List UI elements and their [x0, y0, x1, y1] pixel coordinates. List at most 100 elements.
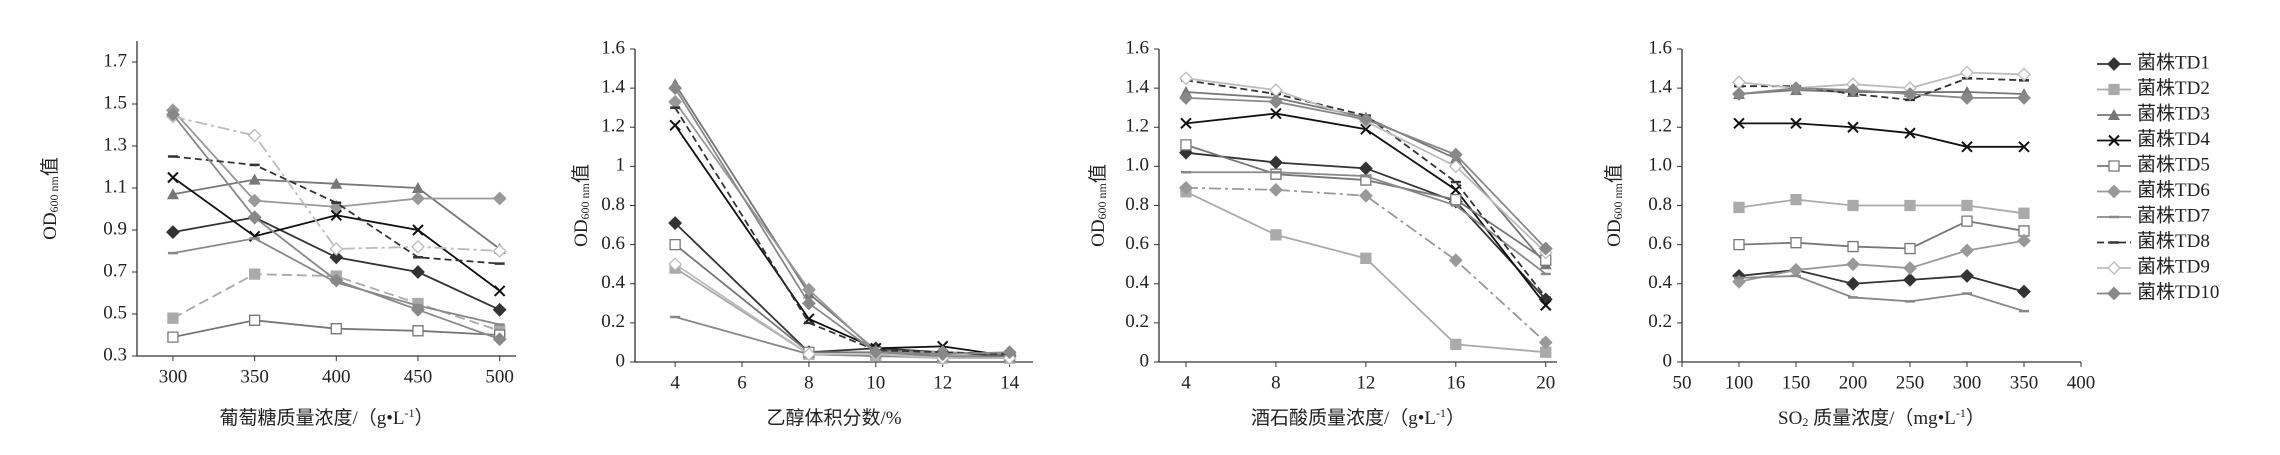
y-tick-label: 1.6	[1125, 37, 1149, 58]
legend-marker	[2107, 286, 2121, 301]
point	[493, 285, 506, 297]
point	[248, 268, 261, 280]
point	[2017, 90, 2031, 105]
label-part: 600 nm	[1095, 182, 1109, 219]
point	[1269, 182, 1283, 197]
y-tick-label: 1	[616, 155, 626, 176]
y-axis-label: OD600 nm值	[1603, 164, 1625, 247]
y-tick-label: 0.6	[601, 233, 625, 254]
series-line	[674, 83, 1010, 356]
point	[2018, 207, 2030, 219]
point	[1733, 201, 1745, 214]
y-tick-label: 0.6	[1125, 233, 1149, 254]
x-tick-label: 300	[159, 366, 188, 387]
x-tick-label: 4	[670, 372, 680, 393]
point	[1732, 87, 1746, 101]
series-line	[1738, 87, 2024, 99]
point	[669, 119, 681, 132]
series-line	[674, 101, 1010, 356]
point	[668, 94, 683, 109]
point	[1733, 117, 1745, 130]
point	[411, 191, 425, 206]
series-line	[172, 109, 500, 208]
point	[330, 209, 343, 222]
label-part: ）	[415, 407, 434, 429]
point	[935, 347, 950, 362]
y-tick-label: 0.2	[1125, 311, 1149, 332]
point	[1448, 253, 1463, 268]
point	[411, 182, 424, 193]
point	[166, 188, 179, 200]
point	[2017, 233, 2031, 248]
point	[1904, 199, 1916, 212]
x-tick-label: 20	[1536, 372, 1555, 393]
label-part: -1	[1956, 406, 1966, 420]
x-tick-label: 200	[1839, 372, 1868, 393]
y-tick-label: 1.2	[601, 116, 625, 137]
series-line	[1738, 239, 2025, 283]
series-line	[674, 267, 1010, 359]
legend-label: 菌株TD5	[2137, 153, 2210, 175]
y-tick-label: 0.8	[601, 194, 625, 215]
legend-marker	[2107, 184, 2121, 199]
series-line	[1739, 122, 2024, 148]
y-tick-label: 1.1	[103, 176, 127, 197]
point	[1360, 252, 1372, 264]
point	[1179, 71, 1193, 86]
point	[1002, 345, 1017, 360]
point	[411, 302, 425, 317]
legend-label: 菌株TD7	[2137, 204, 2210, 226]
point	[1847, 199, 1859, 212]
label-part: 值	[39, 157, 61, 176]
y-tick-label: 0.4	[601, 272, 625, 293]
label-part: 600 nm	[1611, 182, 1625, 219]
point	[669, 238, 681, 251]
x-tick-label: 450	[404, 366, 433, 387]
point	[2018, 225, 2030, 237]
x-axis-label: 乙醇体积分数/%	[766, 407, 901, 429]
legend-label: 菌株TD9	[2137, 255, 2210, 277]
x-tick-label: 14	[1000, 372, 1020, 393]
series-line	[1738, 220, 2025, 250]
label-part: 乙醇体积分数/%	[766, 407, 901, 429]
point	[167, 312, 179, 324]
legend-label: 菌株TD3	[2137, 102, 2210, 124]
y-tick-label: 0	[616, 350, 626, 371]
series-line	[1739, 77, 2025, 101]
point	[1789, 263, 1803, 277]
point	[668, 257, 683, 272]
x-axis-label: 酒石酸质量浓度/（g•L-1）	[1251, 406, 1465, 429]
label-part: -1	[405, 406, 415, 420]
x-tick-label: 8	[1271, 372, 1281, 393]
point	[1179, 90, 1193, 105]
x-tick-label: 100	[1725, 372, 1754, 393]
point	[1846, 276, 1860, 291]
point	[1450, 193, 1462, 206]
point	[329, 241, 344, 256]
y-tick-label: 1.3	[103, 134, 127, 155]
x-tick-label: 400	[322, 366, 351, 387]
x-tick-label: 350	[240, 366, 269, 387]
point	[1961, 215, 1973, 227]
point	[1789, 81, 1803, 96]
point	[411, 265, 425, 279]
point	[1904, 127, 1916, 139]
x-tick-label: 300	[1953, 372, 1982, 393]
x-tick-label: 12	[933, 372, 952, 393]
point	[801, 296, 816, 311]
legend-label: 菌株TD4	[2137, 128, 2210, 150]
y-tick-label: 0.8	[1125, 194, 1149, 215]
point	[668, 216, 683, 231]
point	[1358, 188, 1373, 203]
point	[1960, 269, 1974, 283]
point	[1180, 117, 1192, 130]
label-part: 600 nm	[47, 175, 61, 212]
point	[2017, 284, 2031, 299]
label-part: 值	[1603, 164, 1625, 183]
y-tick-label: 0.2	[601, 311, 625, 332]
point	[1790, 193, 1802, 206]
legend-label: 菌株TD1	[2137, 51, 2210, 73]
point	[1903, 87, 1917, 101]
x-tick-label: 150	[1782, 372, 1811, 393]
